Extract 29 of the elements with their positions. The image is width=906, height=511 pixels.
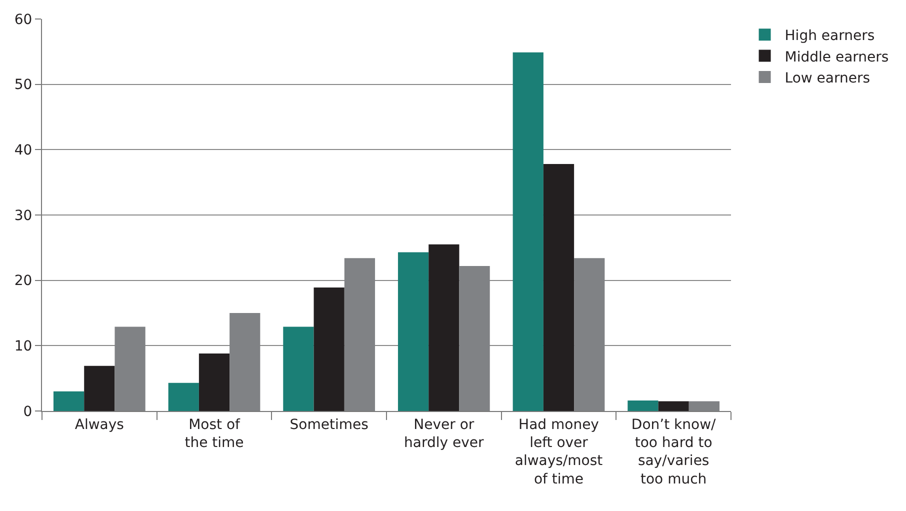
legend-label: Middle earners [784, 49, 889, 66]
x-tick-label: Always [74, 416, 124, 433]
x-tick-label: Most of the time [184, 416, 244, 451]
y-tick-label: 50 [14, 77, 32, 94]
bar [628, 400, 658, 411]
y-tick-label: 30 [14, 208, 32, 224]
bar [283, 326, 314, 411]
bar [398, 252, 429, 411]
bar [168, 382, 199, 411]
legend-label: Low earners [784, 70, 870, 86]
y-tick-label: 40 [14, 142, 32, 159]
y-tick-label: 60 [14, 12, 32, 28]
x-tick-label: Sometimes [290, 416, 368, 433]
bar [543, 164, 574, 411]
y-tick-label: 10 [14, 338, 32, 355]
bar [658, 401, 689, 411]
x-tick-label: Had money left over always/most of time [514, 416, 604, 488]
bar [84, 366, 115, 411]
x-tick-label: Don’t know/ too hard to say/varies too much [631, 416, 716, 488]
bar [512, 52, 544, 411]
bar [198, 354, 230, 411]
y-tick-label: 0 [23, 404, 32, 420]
legend-label: High earners [784, 28, 875, 44]
bar [428, 244, 460, 411]
bar [688, 401, 720, 411]
x-tick-label: Never or hardly ever [404, 416, 484, 451]
bar [53, 391, 84, 411]
bar [314, 288, 344, 411]
y-tick-label: 20 [14, 273, 32, 290]
